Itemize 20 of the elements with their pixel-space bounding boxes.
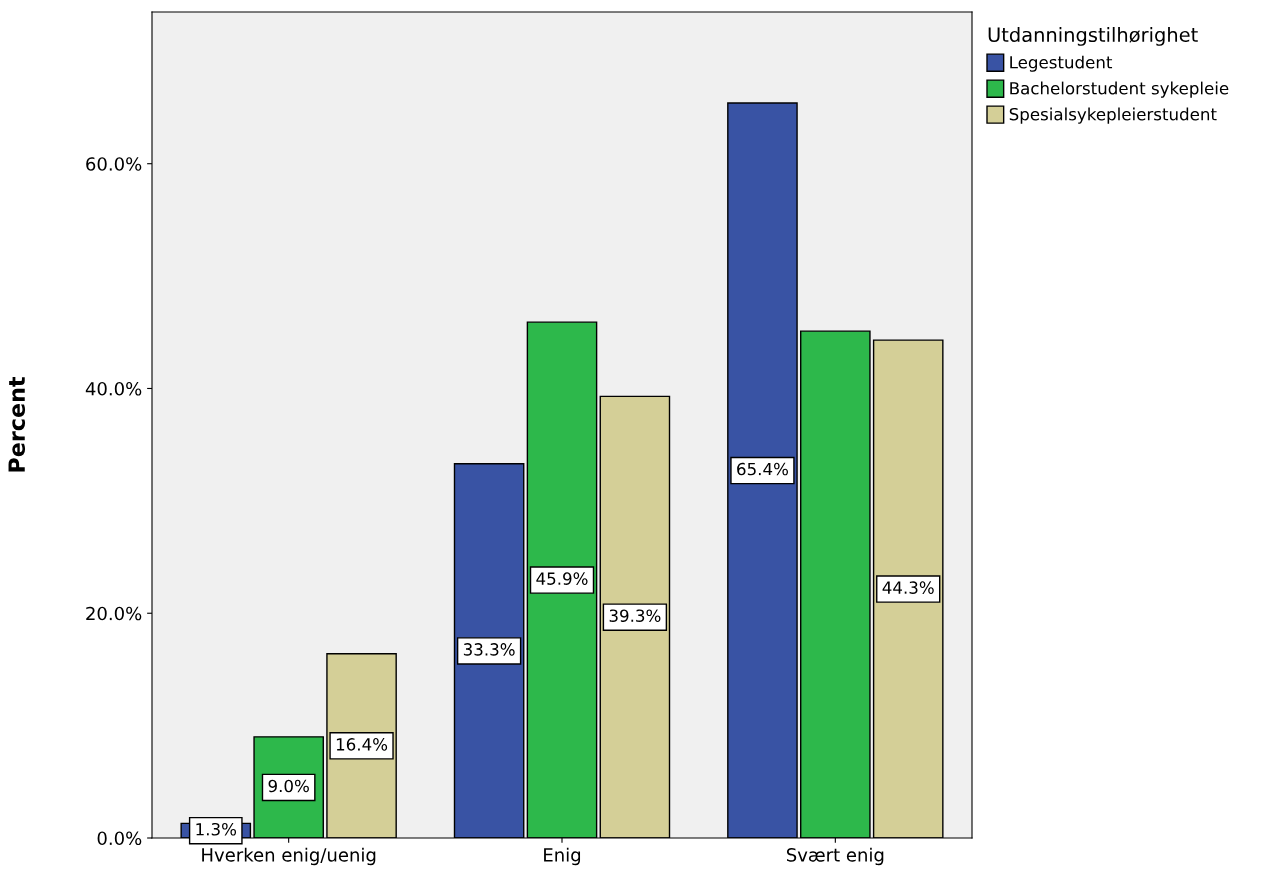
legend-title: Utdanningstilhørighet <box>988 27 1198 46</box>
x-tick-label: Svært enig <box>786 847 884 866</box>
data-label: 9.0% <box>268 779 309 793</box>
x-tick-label: Hverken enig/uenig <box>202 847 376 866</box>
y-tick-label: 0.0% <box>97 831 142 846</box>
y-axis-title: Percent <box>8 377 26 472</box>
legend-label: Legestudent <box>1010 55 1113 72</box>
data-label: 44.3% <box>882 581 934 594</box>
y-tick-label: 60.0% <box>86 157 142 171</box>
x-tick-label: Enig <box>544 847 581 866</box>
data-label: 33.3% <box>463 643 515 656</box>
data-label: 1.3% <box>196 822 237 836</box>
legend-label: Bachelorstudent sykepleie <box>1010 81 1229 98</box>
y-tick-label: 40.0% <box>85 381 142 396</box>
legend-label: Spesialsykepleierstudent <box>1009 107 1217 124</box>
data-label: 65.4% <box>737 462 788 476</box>
data-label: 16.4% <box>336 738 388 751</box>
data-label: 45.9% <box>536 572 588 585</box>
y-tick-label: 20.0% <box>86 606 142 621</box>
data-label: 39.3% <box>609 609 661 623</box>
